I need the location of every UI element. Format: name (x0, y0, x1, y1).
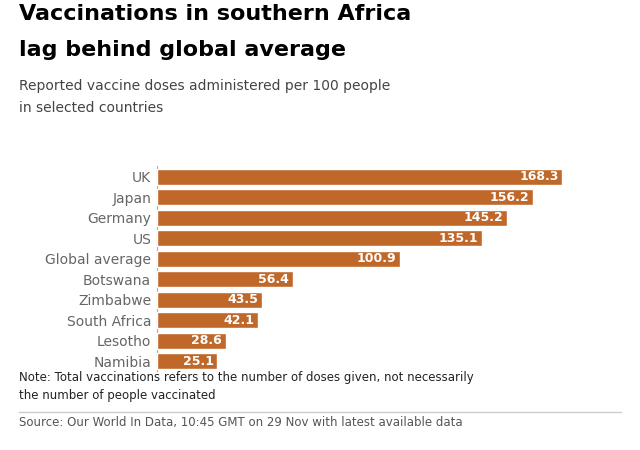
Text: 56.4: 56.4 (258, 273, 289, 286)
Text: in selected countries: in selected countries (19, 101, 163, 115)
Text: the number of people vaccinated: the number of people vaccinated (19, 389, 216, 402)
Bar (157, 271, 292, 287)
Text: 100.9: 100.9 (356, 252, 396, 265)
Bar (157, 312, 258, 328)
Bar (157, 251, 400, 266)
Bar (157, 189, 533, 205)
Text: 42.1: 42.1 (223, 314, 255, 327)
Bar (157, 292, 262, 307)
Bar (157, 210, 506, 225)
Bar (157, 333, 226, 348)
Bar (157, 353, 217, 369)
Text: Vaccinations in southern Africa: Vaccinations in southern Africa (19, 4, 412, 24)
Bar (157, 169, 562, 184)
Text: Source: Our World In Data, 10:45 GMT on 29 Nov with latest available data: Source: Our World In Data, 10:45 GMT on … (19, 416, 463, 429)
Text: 168.3: 168.3 (519, 170, 559, 183)
Bar (157, 230, 482, 246)
Text: Note: Total vaccinations refers to the number of doses given, not necessarily: Note: Total vaccinations refers to the n… (19, 371, 474, 384)
Text: 145.2: 145.2 (463, 211, 503, 224)
Text: lag behind global average: lag behind global average (19, 40, 346, 60)
Text: BBC: BBC (574, 424, 606, 439)
Text: 25.1: 25.1 (182, 355, 214, 368)
Text: 43.5: 43.5 (227, 293, 258, 306)
Text: 156.2: 156.2 (490, 191, 529, 204)
Text: 135.1: 135.1 (439, 232, 479, 245)
Text: 28.6: 28.6 (191, 334, 222, 347)
Text: Reported vaccine doses administered per 100 people: Reported vaccine doses administered per … (19, 79, 390, 93)
